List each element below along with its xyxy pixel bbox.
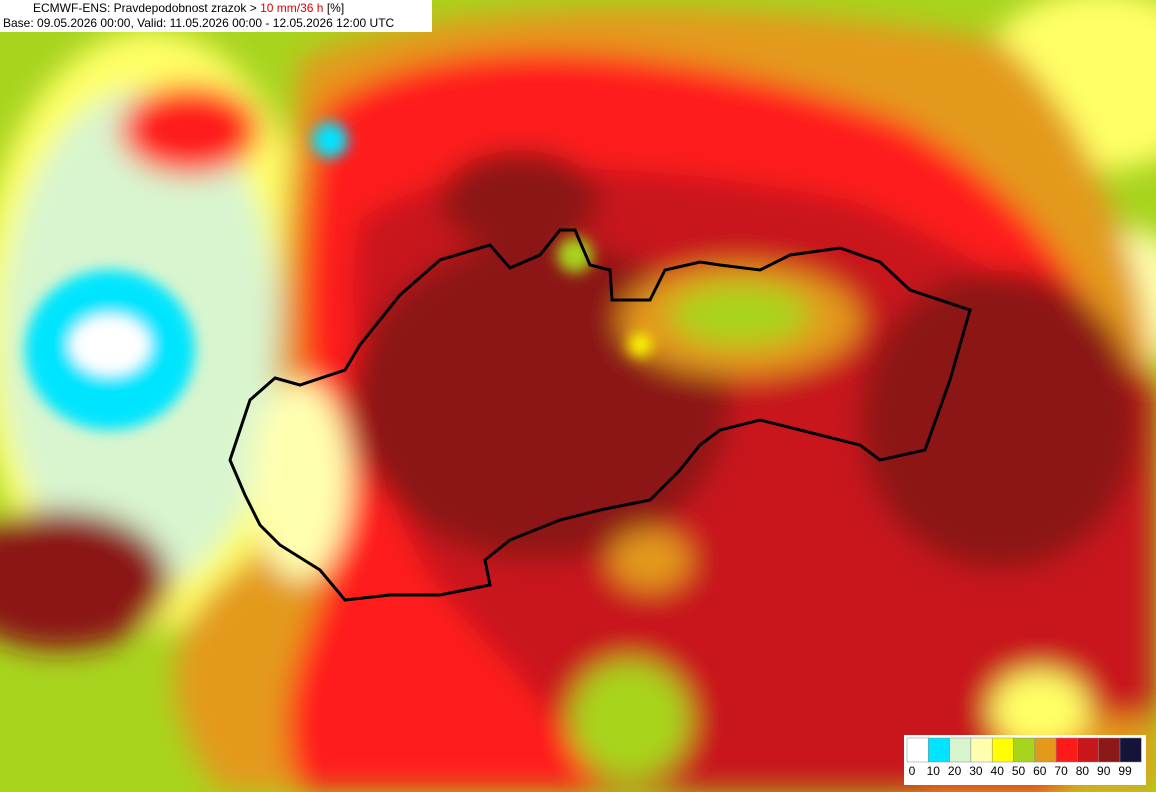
legend-swatch [1098, 737, 1121, 763]
legend: 0 10 20 30 40 50 60 70 80 90 99 [904, 735, 1146, 785]
title-unit: [%] [326, 1, 345, 15]
title-threshold: 10 mm/36 h [260, 1, 324, 15]
legend-swatch [1034, 737, 1057, 763]
legend-swatch [970, 737, 993, 763]
legend-label: 90 [1097, 764, 1111, 778]
legend-swatch [1055, 737, 1078, 763]
legend-swatch [991, 737, 1014, 763]
legend-label: 30 [969, 764, 983, 778]
legend-label: 99 [1118, 764, 1132, 778]
legend-label: 10 [927, 764, 941, 778]
legend-label: 80 [1076, 764, 1090, 778]
legend-label: 0 [909, 764, 916, 778]
legend-label: 20 [948, 764, 962, 778]
legend-swatch [1013, 737, 1036, 763]
legend-swatch [1077, 737, 1099, 763]
country-border [228, 228, 972, 602]
title-text: ECMWF-ENS: Pravdepodobnost zrazok > [33, 1, 257, 15]
header: ECMWF-ENS: Pravdepodobnost zrazok > 10 m… [0, 0, 432, 32]
legend-swatch [1119, 737, 1142, 763]
legend-swatch [949, 737, 972, 763]
legend-swatch [906, 737, 929, 763]
legend-label: 70 [1054, 764, 1068, 778]
legend-label: 40 [991, 764, 1005, 778]
legend-swatch [928, 737, 950, 763]
legend-label: 50 [1012, 764, 1026, 778]
base-line: Base: 09.05.2026 00:00, Valid: 11.05.202… [3, 16, 395, 30]
legend-label: 60 [1033, 764, 1047, 778]
title: ECMWF-ENS: Pravdepodobnost zrazok > 10 m… [3, 1, 432, 16]
